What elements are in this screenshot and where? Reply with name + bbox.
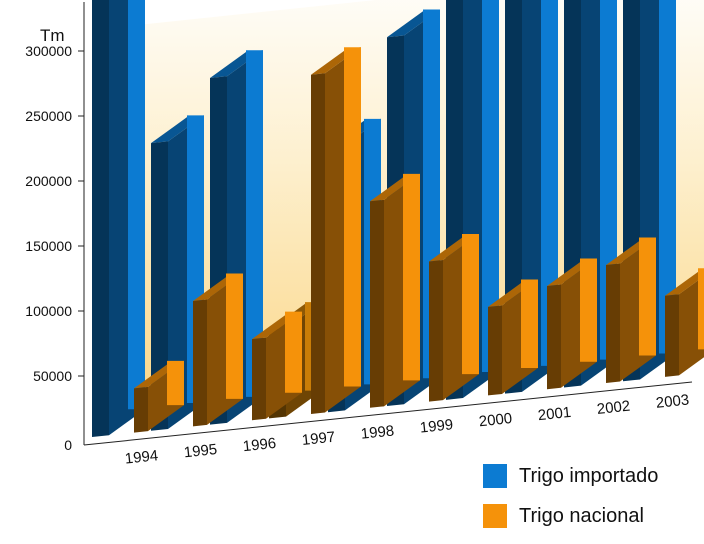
- y-tick-label: 150000: [25, 238, 72, 254]
- x-tick-label-2002: 2002: [596, 398, 631, 418]
- legend-item-trigo-nacional: Trigo nacional: [483, 504, 658, 528]
- bar-nacional-1995: [193, 274, 243, 427]
- x-tick-label-2000: 2000: [478, 410, 513, 430]
- x-tick-label-1998: 1998: [360, 422, 395, 442]
- x-tick-label-1996: 1996: [242, 435, 277, 455]
- x-tick-label-1995: 1995: [183, 441, 218, 461]
- y-tick-label: 0: [64, 437, 72, 453]
- bar-nacional-1999: [429, 234, 479, 402]
- bar-nacional-1998: [370, 174, 420, 408]
- y-tick-label: 200000: [25, 173, 72, 189]
- legend-swatch-trigo-nacional: [483, 504, 507, 528]
- y-tick-label: 250000: [25, 108, 72, 124]
- legend-label-trigo-nacional: Trigo nacional: [519, 505, 644, 528]
- y-tick-label: 300000: [25, 43, 72, 59]
- bar-importado-1994: [92, 0, 145, 437]
- legend-label-trigo-importado: Trigo importado: [519, 465, 658, 488]
- x-tick-label-2003: 2003: [655, 391, 690, 411]
- y-unit-label: Tm: [40, 26, 65, 45]
- y-tick-label: 50000: [33, 368, 72, 384]
- x-tick-label-2001: 2001: [537, 404, 572, 424]
- x-tick-label-1997: 1997: [301, 429, 336, 449]
- bar-nacional-1997: [311, 47, 361, 414]
- legend-swatch-trigo-importado: [483, 464, 507, 488]
- legend-item-trigo-importado: Trigo importado: [483, 464, 658, 488]
- y-tick-label: 100000: [25, 303, 72, 319]
- x-tick-label-1994: 1994: [124, 447, 159, 467]
- legend: Trigo importado Trigo nacional: [483, 464, 658, 544]
- x-tick-label-1999: 1999: [419, 416, 454, 436]
